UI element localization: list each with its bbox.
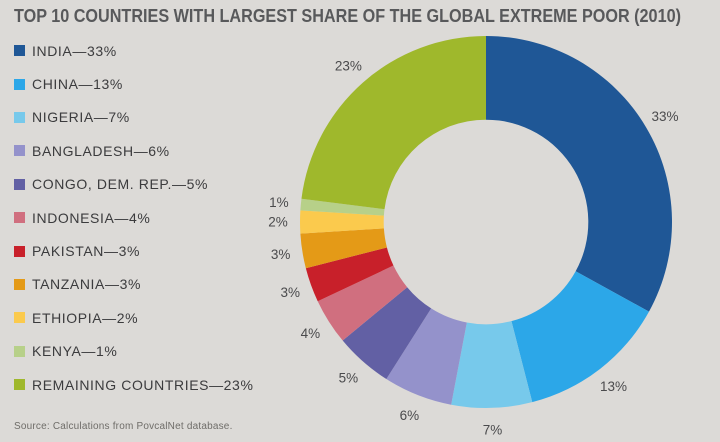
legend-label-indonesia: INDONESIA—4%	[32, 209, 151, 226]
legend-label-remaining-countries: REMAINING COUNTRIES—23%	[32, 376, 254, 393]
slice-congo-dem-rep	[342, 287, 432, 380]
legend-swatch-pakistan	[14, 245, 25, 257]
legend-swatch-china	[14, 78, 25, 90]
legend-label-nigeria: NIGERIA—7%	[32, 109, 130, 126]
legend-item-china: CHINA—13%	[14, 67, 254, 100]
legend-label-congo-dem-rep: CONGO, DEM. REP.—5%	[32, 176, 209, 193]
slice-label-congo-dem-rep: 5%	[339, 371, 359, 386]
slice-india	[486, 36, 672, 312]
legend-swatch-tanzania	[14, 278, 25, 290]
slice-label-china: 13%	[600, 379, 627, 394]
source-note: Source: Calculations from PovcalNet data…	[14, 421, 233, 432]
legend-swatch-india	[14, 45, 25, 57]
slice-tanzania	[300, 228, 387, 269]
slice-label-remaining-countries: 23%	[335, 59, 362, 74]
legend-label-india: INDIA—33%	[32, 42, 117, 59]
legend-swatch-nigeria	[14, 111, 25, 123]
slice-nigeria	[451, 321, 533, 409]
slice-label-india: 33%	[651, 109, 678, 124]
slice-label-nigeria: 7%	[483, 423, 503, 438]
legend-item-bangladesh: BANGLADESH—6%	[14, 134, 254, 167]
legend-label-china: CHINA—13%	[32, 76, 123, 93]
slice-ethiopia	[300, 210, 384, 234]
slice-indonesia	[317, 265, 408, 341]
legend-swatch-kenya	[14, 345, 25, 357]
slice-label-bangladesh: 6%	[400, 408, 420, 423]
legend-item-pakistan: PAKISTAN—3%	[14, 234, 254, 267]
legend-label-tanzania: TANZANIA—3%	[32, 276, 142, 293]
legend-label-ethiopia: ETHIOPIA—2%	[32, 309, 139, 326]
slice-label-ethiopia: 2%	[268, 215, 288, 230]
legend-swatch-indonesia	[14, 212, 25, 224]
slice-remaining-countries	[301, 36, 486, 210]
slice-label-pakistan: 3%	[281, 285, 301, 300]
legend-label-bangladesh: BANGLADESH—6%	[32, 142, 170, 159]
legend-item-congo-dem-rep: CONGO, DEM. REP.—5%	[14, 168, 254, 201]
legend-item-remaining-countries: REMAINING COUNTRIES—23%	[14, 368, 254, 401]
legend-swatch-bangladesh	[14, 145, 25, 157]
slice-bangladesh	[386, 308, 467, 405]
legend-item-india: INDIA—33%	[14, 34, 254, 67]
legend-item-nigeria: NIGERIA—7%	[14, 101, 254, 134]
legend-swatch-congo-dem-rep	[14, 178, 25, 190]
chart-title: TOP 10 COUNTRIES WITH LARGEST SHARE OF T…	[14, 6, 681, 26]
legend-item-kenya: KENYA—1%	[14, 335, 254, 368]
legend-label-pakistan: PAKISTAN—3%	[32, 243, 140, 260]
slice-kenya	[300, 198, 385, 216]
legend-item-ethiopia: ETHIOPIA—2%	[14, 301, 254, 334]
slice-china	[511, 271, 649, 403]
slice-label-tanzania: 3%	[271, 247, 291, 262]
legend-item-indonesia: INDONESIA—4%	[14, 201, 254, 234]
slice-label-indonesia: 4%	[301, 326, 321, 341]
legend-label-kenya: KENYA—1%	[32, 343, 118, 360]
slice-pakistan	[305, 247, 394, 302]
legend-item-tanzania: TANZANIA—3%	[14, 268, 254, 301]
legend-swatch-remaining-countries	[14, 379, 25, 391]
slice-label-kenya: 1%	[269, 195, 289, 210]
legend: INDIA—33% CHINA—13% NIGERIA—7% BANGLADESH—6…	[14, 34, 254, 401]
legend-swatch-ethiopia	[14, 312, 25, 324]
